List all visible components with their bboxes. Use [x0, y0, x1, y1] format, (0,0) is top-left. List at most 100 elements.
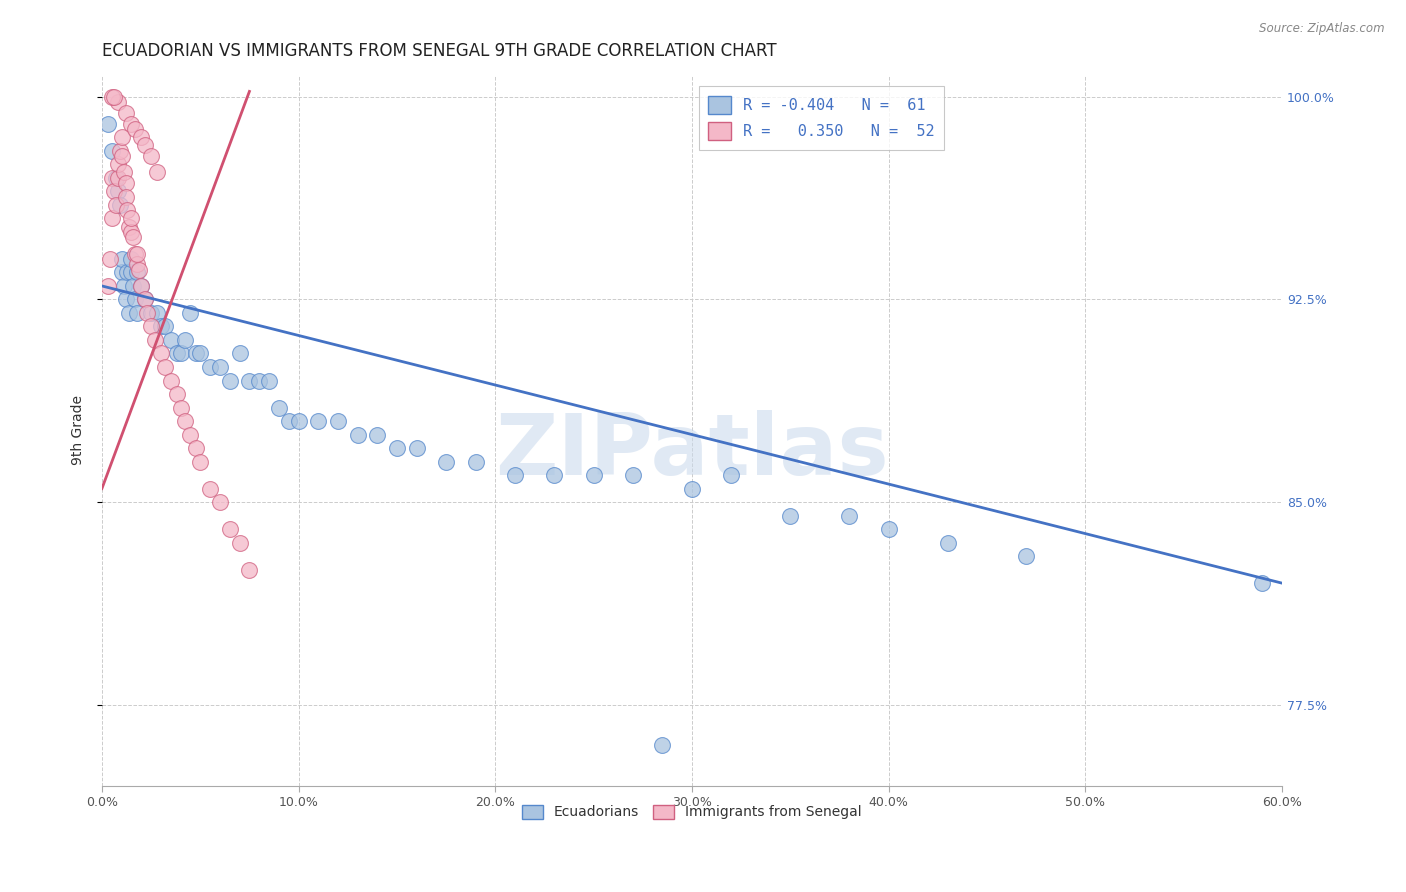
- Point: [621, 468, 644, 483]
- Point: [169, 346, 191, 360]
- Point: [120, 211, 142, 226]
- Point: [104, 198, 127, 212]
- Point: [122, 279, 145, 293]
- Point: [169, 401, 191, 415]
- Point: [124, 246, 146, 260]
- Point: [100, 90, 122, 104]
- Point: [114, 106, 136, 120]
- Text: ECUADORIAN VS IMMIGRANTS FROM SENEGAL 9TH GRADE CORRELATION CHART: ECUADORIAN VS IMMIGRANTS FROM SENEGAL 9T…: [101, 42, 776, 60]
- Point: [124, 122, 146, 136]
- Point: [159, 374, 181, 388]
- Point: [127, 265, 149, 279]
- Point: [651, 738, 673, 752]
- Point: [136, 306, 159, 320]
- Point: [307, 414, 329, 428]
- Point: [179, 427, 201, 442]
- Point: [120, 252, 142, 266]
- Point: [117, 265, 139, 279]
- Point: [173, 414, 195, 428]
- Point: [188, 346, 211, 360]
- Point: [198, 482, 221, 496]
- Point: [107, 170, 129, 185]
- Point: [100, 144, 122, 158]
- Point: [118, 306, 141, 320]
- Point: [110, 252, 132, 266]
- Point: [326, 414, 349, 428]
- Point: [127, 246, 149, 260]
- Point: [127, 306, 149, 320]
- Point: [146, 306, 169, 320]
- Point: [366, 427, 388, 442]
- Point: [208, 495, 231, 509]
- Point: [1015, 549, 1038, 563]
- Point: [110, 149, 132, 163]
- Point: [97, 117, 120, 131]
- Point: [720, 468, 742, 483]
- Point: [936, 535, 959, 549]
- Point: [159, 333, 181, 347]
- Point: [257, 374, 280, 388]
- Point: [238, 563, 260, 577]
- Point: [503, 468, 526, 483]
- Point: [129, 279, 152, 293]
- Y-axis label: 9th Grade: 9th Grade: [72, 395, 86, 466]
- Point: [346, 427, 368, 442]
- Point: [134, 293, 156, 307]
- Point: [128, 262, 150, 277]
- Point: [129, 130, 152, 145]
- Point: [100, 170, 122, 185]
- Point: [127, 257, 149, 271]
- Point: [877, 522, 900, 536]
- Point: [218, 374, 240, 388]
- Point: [405, 441, 427, 455]
- Point: [385, 441, 408, 455]
- Point: [153, 359, 176, 374]
- Point: [124, 293, 146, 307]
- Point: [107, 95, 129, 110]
- Point: [134, 138, 156, 153]
- Point: [118, 219, 141, 234]
- Legend: Ecuadorians, Immigrants from Senegal: Ecuadorians, Immigrants from Senegal: [516, 799, 868, 825]
- Point: [108, 144, 131, 158]
- Point: [112, 279, 135, 293]
- Point: [120, 117, 142, 131]
- Point: [107, 157, 129, 171]
- Point: [108, 198, 131, 212]
- Point: [114, 293, 136, 307]
- Point: [208, 359, 231, 374]
- Point: [139, 149, 162, 163]
- Text: ZIPatlas: ZIPatlas: [495, 410, 889, 493]
- Point: [110, 130, 132, 145]
- Point: [186, 346, 208, 360]
- Point: [1251, 576, 1274, 591]
- Point: [186, 441, 208, 455]
- Point: [139, 306, 162, 320]
- Point: [129, 279, 152, 293]
- Point: [188, 454, 211, 468]
- Point: [114, 176, 136, 190]
- Point: [681, 482, 703, 496]
- Point: [103, 90, 125, 104]
- Point: [120, 265, 142, 279]
- Point: [134, 293, 156, 307]
- Point: [112, 165, 135, 179]
- Point: [104, 170, 127, 185]
- Point: [779, 508, 801, 523]
- Point: [120, 225, 142, 239]
- Point: [434, 454, 457, 468]
- Point: [139, 319, 162, 334]
- Point: [287, 414, 309, 428]
- Point: [179, 306, 201, 320]
- Point: [464, 454, 486, 468]
- Point: [143, 333, 166, 347]
- Point: [277, 414, 299, 428]
- Point: [838, 508, 860, 523]
- Point: [122, 230, 145, 244]
- Point: [149, 319, 172, 334]
- Point: [149, 346, 172, 360]
- Point: [543, 468, 565, 483]
- Point: [166, 346, 188, 360]
- Point: [110, 265, 132, 279]
- Point: [173, 333, 195, 347]
- Point: [97, 279, 120, 293]
